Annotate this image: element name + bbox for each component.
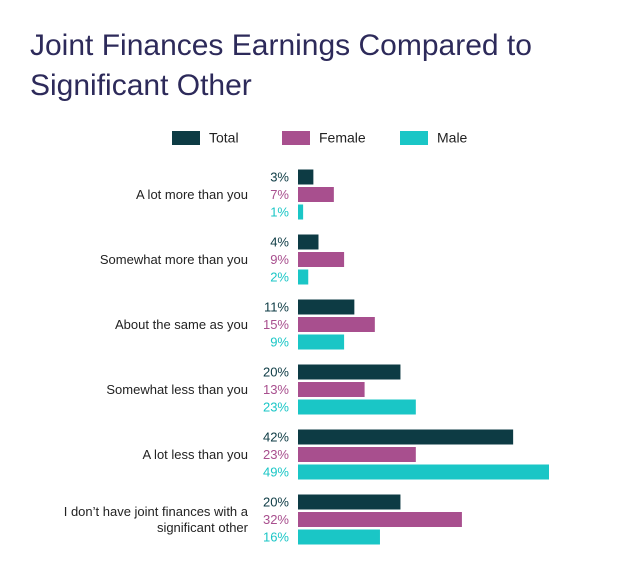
bar [298, 317, 375, 332]
value-label: 1% [270, 204, 289, 219]
value-label: 3% [270, 169, 289, 184]
bar [298, 447, 416, 462]
value-label: 23% [263, 399, 289, 414]
category-label: Somewhat less than you [106, 381, 248, 397]
value-label: 23% [263, 447, 289, 462]
bar [298, 529, 380, 545]
value-label: 4% [270, 234, 289, 249]
legend-swatch [172, 131, 200, 145]
bar [298, 464, 549, 480]
legend-swatch [400, 131, 428, 145]
bar [298, 334, 345, 350]
category-label: A lot more than you [135, 186, 248, 202]
value-label: 9% [270, 334, 289, 349]
category-label: Somewhat more than you [99, 251, 248, 267]
value-label: 2% [270, 269, 289, 284]
value-label: 11% [264, 299, 289, 314]
value-label: 20% [263, 364, 289, 379]
bar [298, 269, 309, 285]
value-label: 42% [263, 429, 289, 444]
bar [298, 494, 401, 510]
bar [298, 169, 314, 185]
category-label: I don’t have joint finances with a signi… [63, 503, 248, 535]
value-label: 7% [270, 187, 289, 202]
value-label: 16% [263, 529, 289, 544]
category-label: A lot less than you [142, 446, 248, 462]
legend-swatch [282, 131, 310, 145]
category-label: About the same as you [115, 316, 248, 332]
value-label: 9% [270, 252, 289, 267]
bar [298, 187, 334, 202]
bar [298, 429, 514, 445]
legend-label: Female [319, 130, 366, 146]
bar [298, 252, 345, 267]
value-label: 13% [263, 382, 289, 397]
bar [298, 364, 401, 380]
legend-label: Total [209, 130, 239, 146]
bar [298, 234, 319, 250]
value-label: 20% [263, 494, 289, 509]
legend-label: Male [437, 130, 468, 146]
bar [298, 299, 355, 315]
bar [298, 204, 304, 220]
value-label: 49% [263, 464, 289, 479]
bar [298, 399, 416, 415]
value-label: 15% [263, 317, 289, 332]
value-label: 32% [263, 512, 289, 527]
bar [298, 512, 462, 527]
bar [298, 382, 365, 397]
chart-title: Joint Finances Earnings Compared to Sign… [30, 29, 532, 102]
